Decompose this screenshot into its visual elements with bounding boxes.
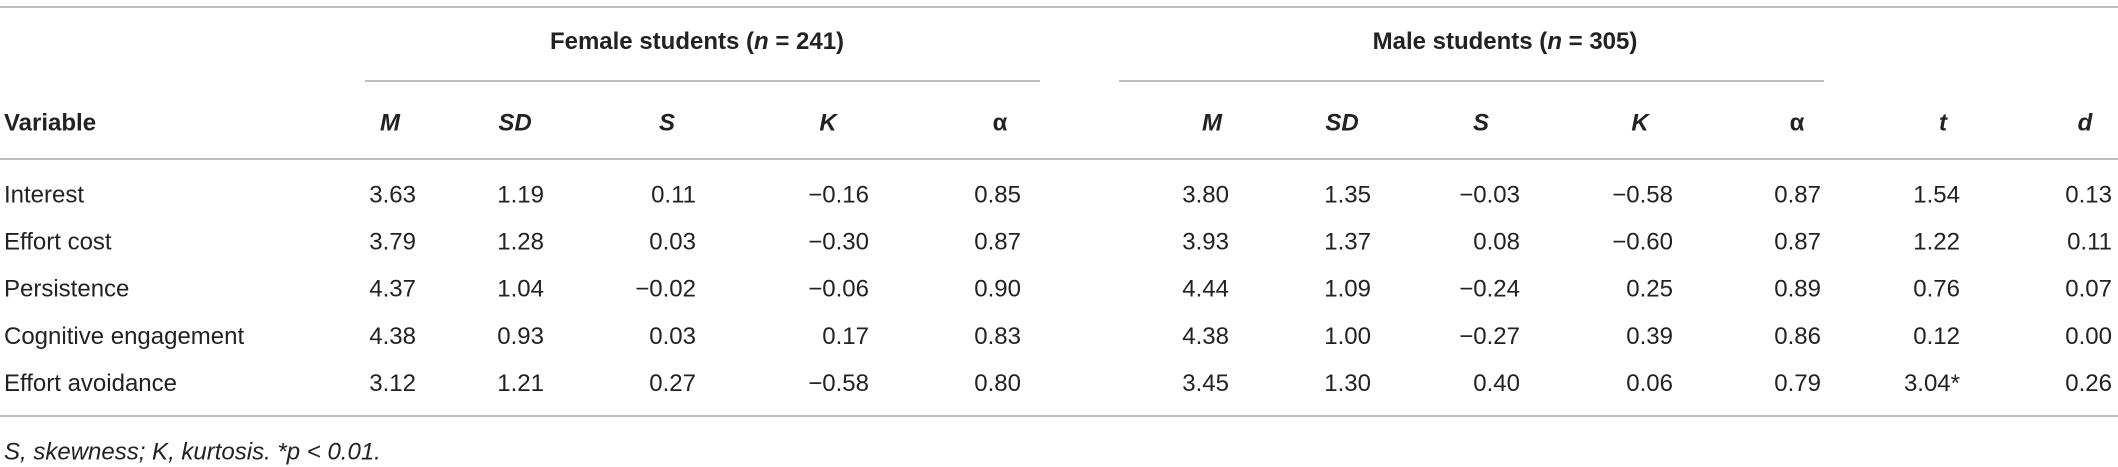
- cell: 0.12: [1913, 323, 1960, 350]
- group-label: Male students (: [1373, 28, 1548, 55]
- group-header: Male students (n = 305): [1373, 28, 1638, 55]
- cell: 0.00: [2065, 323, 2112, 350]
- cell: 3.04*: [1904, 370, 1960, 397]
- cell: 3.12: [369, 370, 416, 397]
- row-label: Effort avoidance: [4, 370, 177, 397]
- column-header: α: [993, 109, 1008, 136]
- cell: 0.03: [649, 229, 696, 256]
- footnote: S, skewness; K, kurtosis. *p < 0.01.: [4, 438, 381, 465]
- cell: 1.35: [1324, 181, 1371, 208]
- cell: 0.26: [2065, 370, 2112, 397]
- cell: −0.58: [808, 370, 869, 397]
- cell: 0.25: [1626, 276, 1673, 303]
- row-label: Effort cost: [4, 229, 112, 256]
- cell: 1.28: [497, 229, 544, 256]
- group-symbol: n: [754, 28, 769, 55]
- cell: 0.87: [974, 229, 1021, 256]
- cell: 1.00: [1324, 323, 1371, 350]
- cell: 1.09: [1324, 276, 1371, 303]
- column-header: Variable: [4, 109, 96, 136]
- cell: 4.38: [369, 323, 416, 350]
- cell: 0.85: [974, 181, 1021, 208]
- row-label: Interest: [4, 181, 84, 208]
- cell: 0.39: [1626, 323, 1673, 350]
- cell: 1.37: [1324, 229, 1371, 256]
- cell: 1.04: [497, 276, 544, 303]
- cell: −0.30: [808, 229, 869, 256]
- column-header: K: [1631, 109, 1650, 136]
- cell: 0.06: [1626, 370, 1673, 397]
- cell: 0.08: [1473, 229, 1520, 256]
- cell: 0.93: [497, 323, 544, 350]
- column-header: M: [380, 109, 401, 136]
- cell: −0.27: [1459, 323, 1520, 350]
- group-header: Female students (n = 241): [550, 28, 844, 55]
- column-header: S: [1473, 109, 1489, 136]
- cell: 0.87: [1774, 181, 1821, 208]
- cell: 3.79: [369, 229, 416, 256]
- cell: 0.11: [651, 181, 696, 208]
- cell: 4.38: [1182, 323, 1229, 350]
- cell: 0.86: [1774, 323, 1821, 350]
- cell: 3.80: [1182, 181, 1229, 208]
- column-header: SD: [1325, 109, 1358, 136]
- group-symbol: n: [1547, 28, 1562, 55]
- cell: 0.11: [2067, 229, 2112, 256]
- cell: −0.02: [635, 276, 696, 303]
- cell: −0.16: [808, 181, 869, 208]
- cell: 3.93: [1182, 229, 1229, 256]
- cell: 0.13: [2065, 181, 2112, 208]
- cell: 1.54: [1913, 181, 1960, 208]
- cell: −0.60: [1612, 229, 1673, 256]
- cell: −0.24: [1459, 276, 1520, 303]
- cell: 0.80: [974, 370, 1021, 397]
- column-header: t: [1939, 109, 1948, 136]
- cell: 0.17: [822, 323, 869, 350]
- cell: −0.03: [1459, 181, 1520, 208]
- cell: 0.79: [1774, 370, 1821, 397]
- cell: 0.89: [1774, 276, 1821, 303]
- cell: 4.44: [1182, 276, 1229, 303]
- cell: 0.27: [649, 370, 696, 397]
- column-header: S: [659, 109, 675, 136]
- cell: 1.22: [1913, 229, 1960, 256]
- cell: 3.45: [1182, 370, 1229, 397]
- cell: −0.58: [1612, 181, 1673, 208]
- cell: 1.30: [1324, 370, 1371, 397]
- group-label: Female students (: [550, 28, 754, 55]
- cell: 3.63: [369, 181, 416, 208]
- column-header: K: [819, 109, 838, 136]
- group-count: = 305): [1562, 28, 1637, 55]
- cell: 0.83: [974, 323, 1021, 350]
- cell: 0.87: [1774, 229, 1821, 256]
- cell: −0.06: [808, 276, 869, 303]
- cell: 0.07: [2065, 276, 2112, 303]
- cell: 0.76: [1913, 276, 1960, 303]
- row-label: Persistence: [4, 276, 129, 303]
- cell: 0.40: [1473, 370, 1520, 397]
- column-header: SD: [498, 109, 531, 136]
- column-header: M: [1202, 109, 1223, 136]
- group-count: = 241): [769, 28, 844, 55]
- cell: 1.21: [497, 370, 544, 397]
- cell: 0.90: [974, 276, 1021, 303]
- cell: 0.03: [649, 323, 696, 350]
- column-header: α: [1790, 109, 1805, 136]
- row-label: Cognitive engagement: [4, 323, 244, 350]
- cell: 4.37: [369, 276, 416, 303]
- cell: 1.19: [497, 181, 544, 208]
- column-header: d: [2078, 109, 2094, 136]
